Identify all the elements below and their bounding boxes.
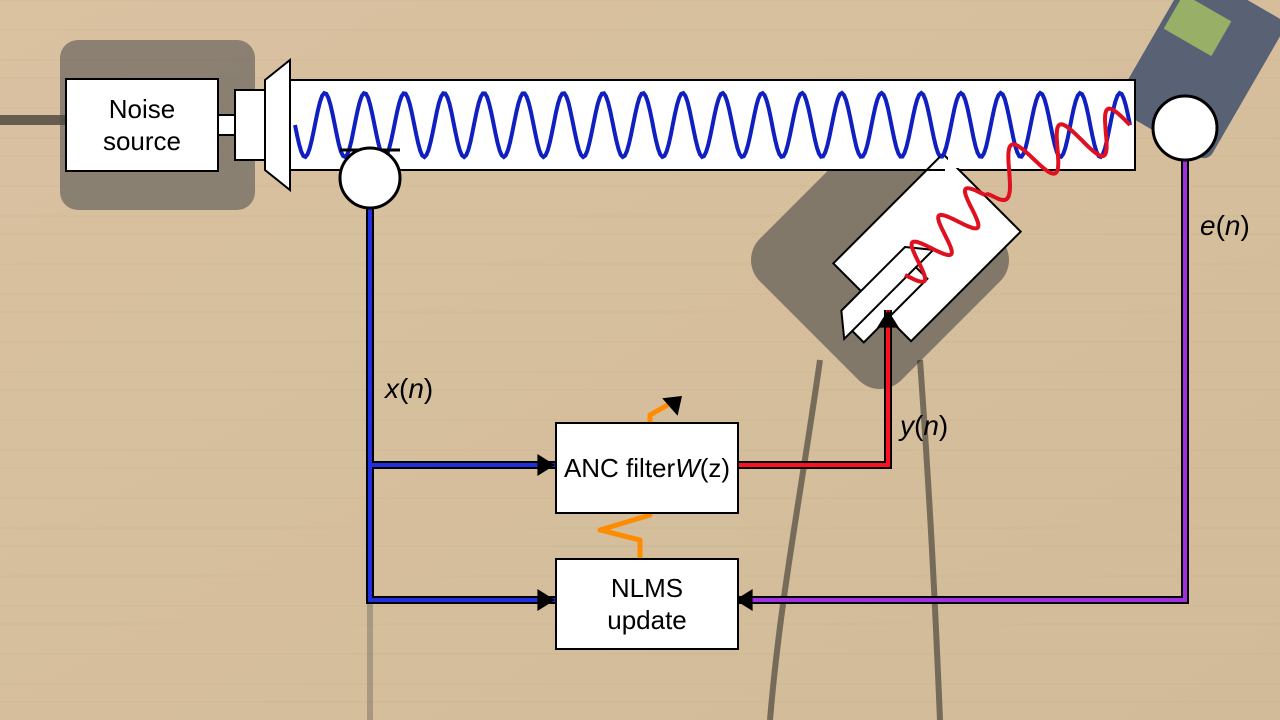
noise-source-box: Noisesource <box>65 78 219 172</box>
nlms-update-box: NLMSupdate <box>555 558 739 650</box>
e-signal-label: e(n) <box>1200 210 1250 242</box>
anc-filter-box: ANC filterW(z) <box>555 422 739 514</box>
y-signal-label: y(n) <box>900 410 948 442</box>
x-signal-label: x(n) <box>385 373 433 405</box>
diagram-stage: Noisesource ANC filterW(z) NLMSupdate x(n) y… <box>0 0 1280 720</box>
